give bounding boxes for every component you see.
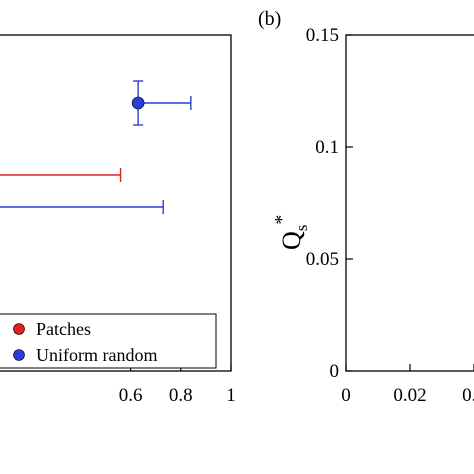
y-tick-label: 0.15 [306,25,339,46]
y-tick-label: 0.05 [306,249,339,270]
panel-b: (b) 0 0.05 0.1 0.15 0 0.02 0.0 Qs* [258,8,474,406]
panel-a: 0.6 0.8 1 Patches Uniform random [0,34,236,406]
panel-b-label: (b) [258,8,281,30]
panel-b-y-axis-label: Qs* [271,215,311,250]
x-tick-label: 0 [341,385,351,406]
x-tick-label: 0.02 [393,385,426,406]
panel-a-points [0,80,192,214]
x-tick-label: 1 [226,385,236,406]
legend-uniform-random-marker [13,349,25,361]
panel-a-plot-frame [0,34,232,372]
y-tick-label: 0.1 [315,137,339,158]
legend-box [0,313,217,369]
x-tick-label: 0.0 [462,385,474,406]
legend-patches-marker [13,323,25,335]
y-label-main: Q [277,231,306,250]
panel-b-ticks: 0 0.05 0.1 0.15 0 0.02 0.0 [306,25,474,406]
panel-a-x-ticks: 0.6 0.8 1 [119,364,236,406]
panel-b-plot-frame [345,34,474,372]
y-label-superscript: * [271,215,293,225]
data-point [131,96,145,110]
x-tick-label: 0.6 [119,385,143,406]
y-tick-label: 0 [330,361,340,382]
legend-uniform-random-label: Uniform random [36,345,157,365]
y-label-subscript: s [292,225,311,232]
panel-a-legend: Patches Uniform random [0,313,217,369]
legend-patches-label: Patches [36,319,91,339]
x-tick-label: 0.8 [169,385,193,406]
